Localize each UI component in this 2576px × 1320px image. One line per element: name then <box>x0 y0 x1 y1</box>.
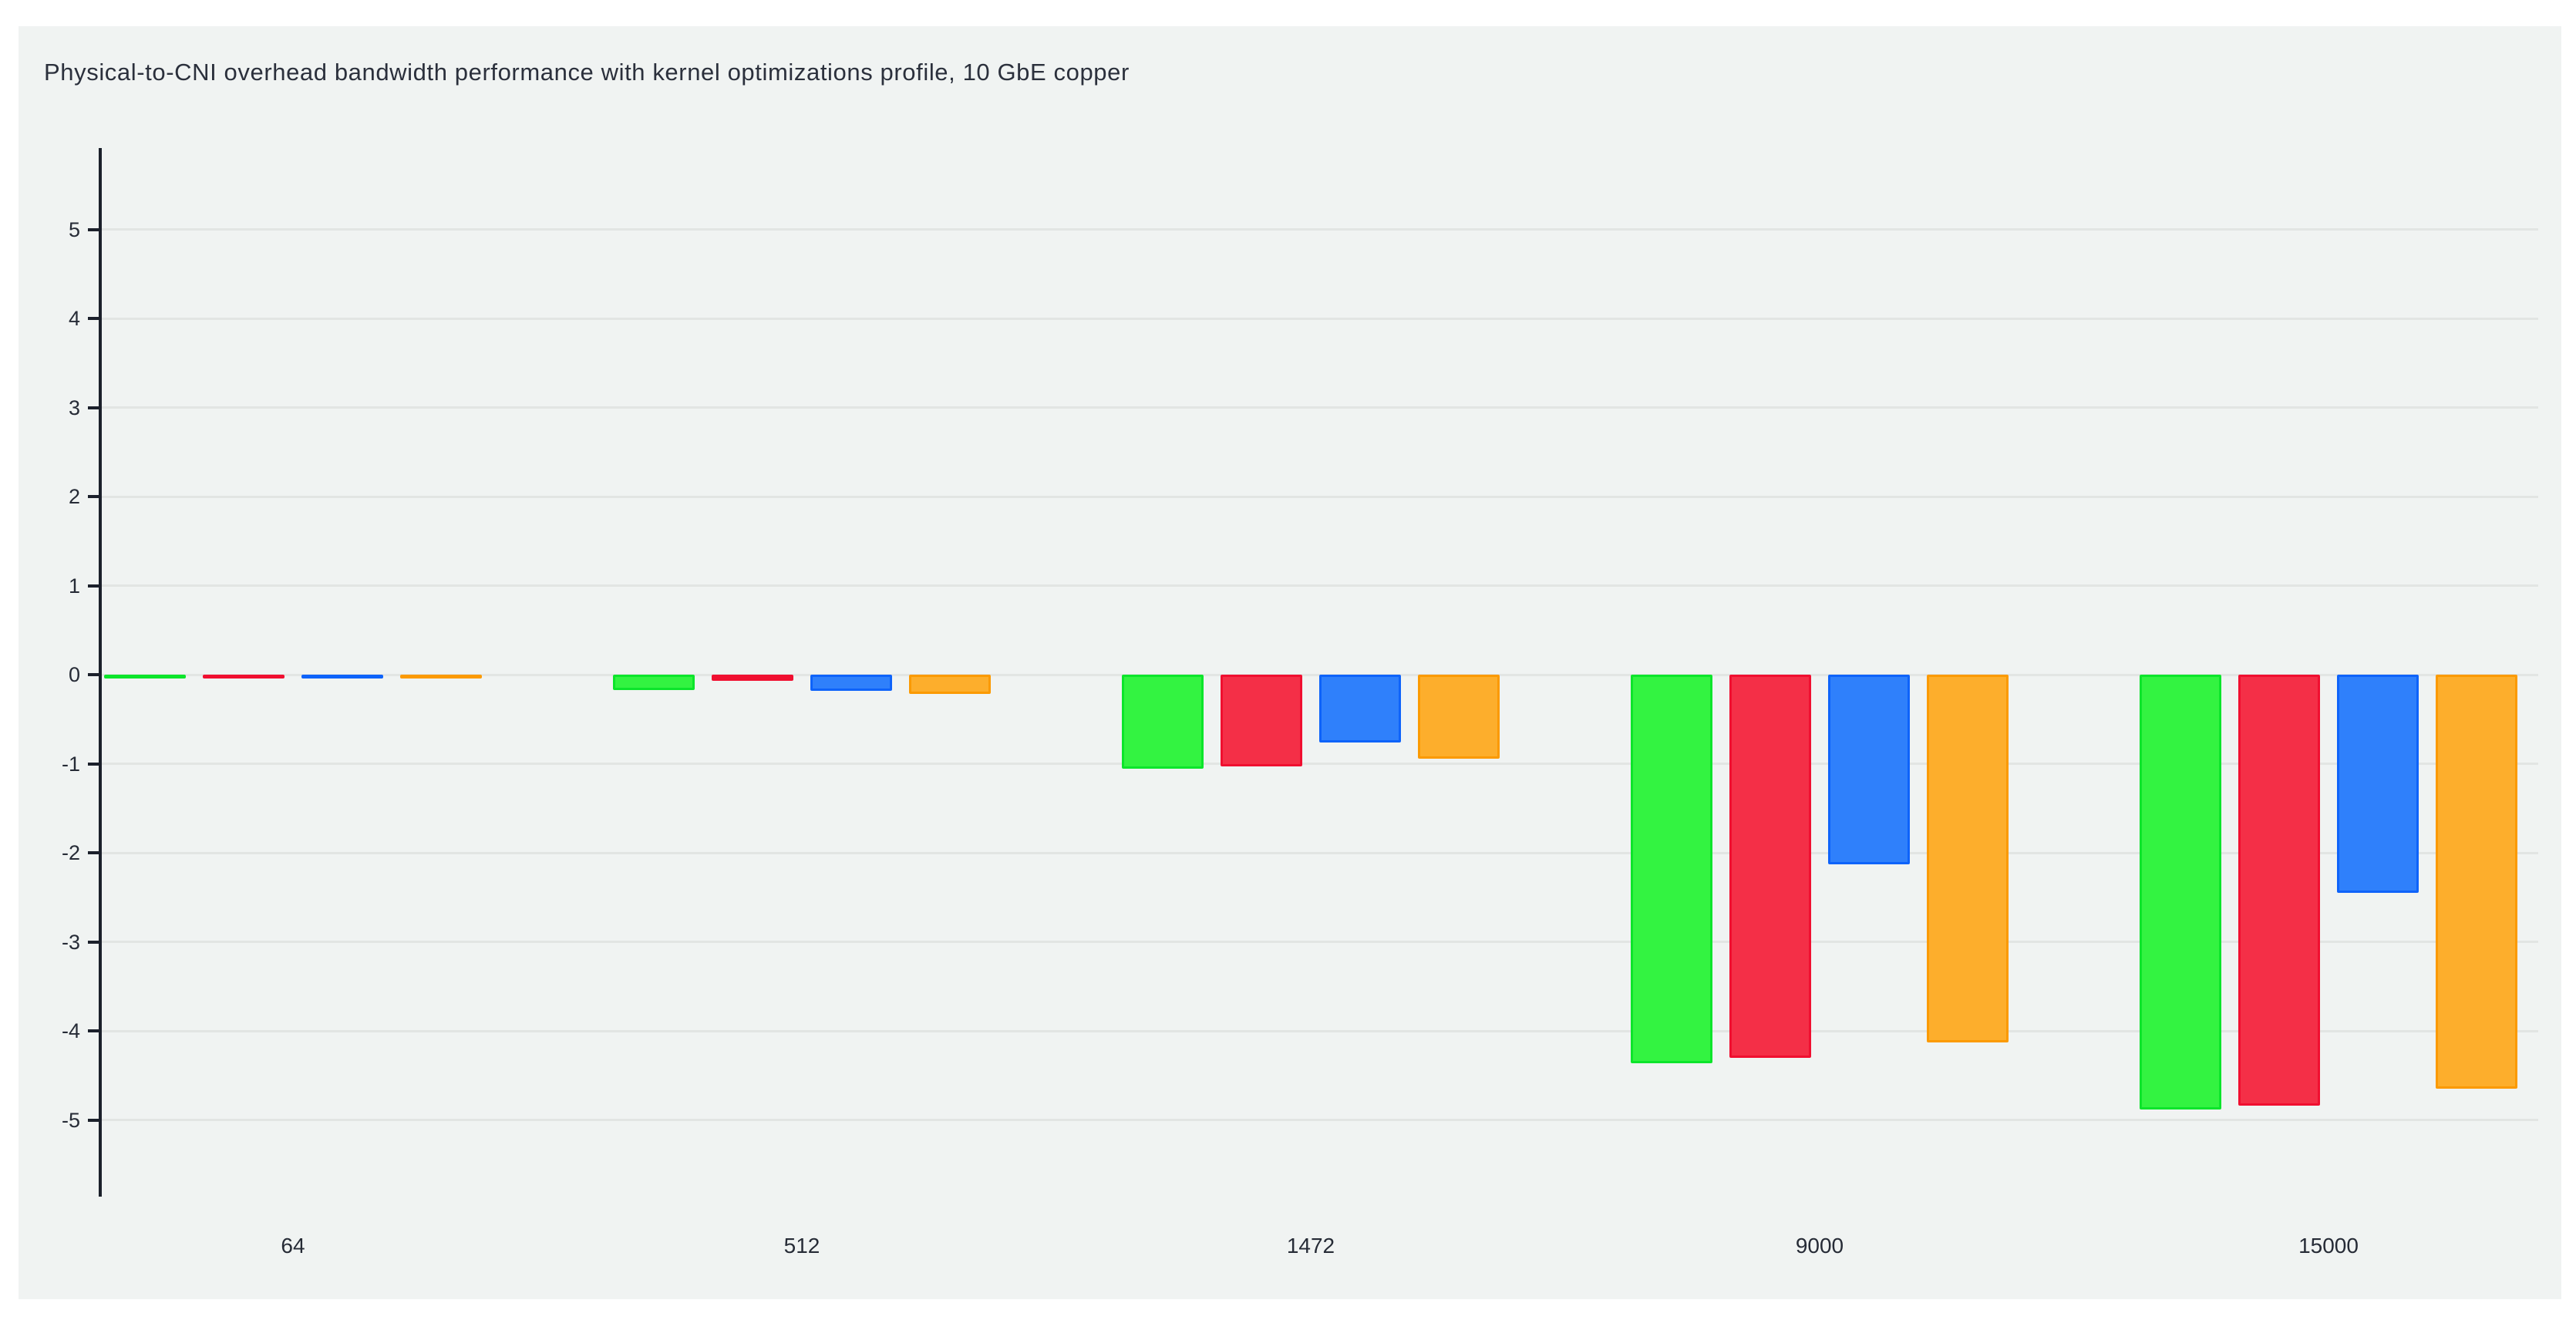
bar-blue-9000 <box>1828 675 1910 864</box>
y-axis-line <box>99 148 102 1197</box>
y-axis-tick-label: -4 <box>61 1019 80 1042</box>
bar-red-512 <box>712 675 793 682</box>
y-axis-tick-label: 1 <box>68 574 80 598</box>
x-axis-label: 15000 <box>2298 1234 2359 1258</box>
gridline <box>100 495 2538 498</box>
y-axis-tick <box>88 227 100 231</box>
gridline <box>100 584 2538 587</box>
bar-blue-1472 <box>1319 675 1401 742</box>
bar-red-15000 <box>2238 675 2320 1106</box>
y-axis-tick-label: -2 <box>61 841 80 864</box>
gridline <box>100 406 2538 409</box>
y-axis-tick <box>88 1118 100 1122</box>
gridline <box>100 228 2538 231</box>
bar-orange-15000 <box>2436 675 2517 1089</box>
y-axis-tick <box>88 673 100 676</box>
x-axis-label: 512 <box>783 1234 820 1258</box>
y-axis-tick <box>88 940 100 944</box>
bar-orange-1472 <box>1418 675 1500 759</box>
x-axis-label: 1472 <box>1286 1234 1335 1258</box>
gridline <box>100 317 2538 320</box>
bar-orange-9000 <box>1927 675 2009 1042</box>
gridline <box>100 1119 2538 1121</box>
y-axis-tick <box>88 1029 100 1032</box>
gridline <box>100 763 2538 765</box>
y-axis-tick-label: -3 <box>61 930 80 954</box>
y-axis-tick-label: 5 <box>68 217 80 241</box>
gridline <box>100 941 2538 943</box>
y-axis-tick-label: 2 <box>68 485 80 508</box>
chart-panel <box>19 26 2561 1299</box>
x-axis-label: 64 <box>281 1234 305 1258</box>
bar-orange-64 <box>400 675 482 679</box>
bar-orange-512 <box>909 675 991 695</box>
bar-red-9000 <box>1729 675 1811 1058</box>
chart-title: Physical-to-CNI overhead bandwidth perfo… <box>44 59 1130 86</box>
bar-blue-512 <box>810 675 892 691</box>
y-axis-tick-label: -1 <box>61 752 80 776</box>
y-axis-tick-label: 0 <box>68 663 80 686</box>
y-axis-tick-label: 4 <box>68 307 80 330</box>
y-axis-tick <box>88 851 100 854</box>
bar-green-15000 <box>2140 675 2221 1110</box>
bar-green-512 <box>613 675 695 690</box>
y-axis-tick <box>88 584 100 588</box>
bar-green-64 <box>104 675 186 679</box>
bar-blue-64 <box>301 675 383 679</box>
bar-red-1472 <box>1221 675 1302 766</box>
bar-red-64 <box>203 675 285 679</box>
bar-green-1472 <box>1122 675 1204 769</box>
bar-green-9000 <box>1631 675 1712 1063</box>
gridline <box>100 1029 2538 1032</box>
x-axis-label: 9000 <box>1795 1234 1844 1258</box>
gridline <box>100 851 2538 854</box>
bar-blue-15000 <box>2337 675 2419 893</box>
y-axis-tick-label: 3 <box>68 396 80 419</box>
y-axis-tick-label: -5 <box>61 1108 80 1132</box>
y-axis-tick <box>88 406 100 409</box>
y-axis-tick <box>88 495 100 498</box>
y-axis-tick <box>88 762 100 766</box>
y-axis-tick <box>88 317 100 320</box>
